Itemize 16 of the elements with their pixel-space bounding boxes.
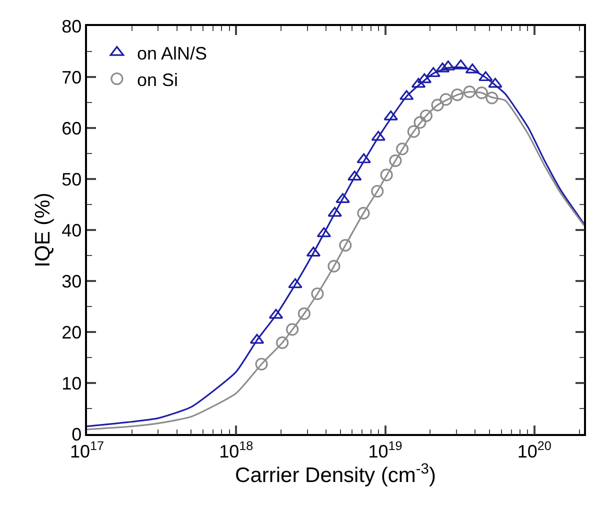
y-tick-label: 20	[62, 322, 82, 342]
y-tick-label: 50	[62, 169, 82, 190]
x-tick-label: 10$^{18}$	[219, 438, 254, 462]
y-axis-title: IQE (%)	[31, 192, 54, 268]
y-tick-label: 0	[72, 424, 82, 444]
legend-label: on Si	[136, 70, 178, 90]
y-tick-label: 40	[62, 220, 82, 240]
y-tick-label: 70	[62, 67, 82, 88]
legend-label: on AlN/S	[136, 43, 207, 64]
y-tick-label: 60	[62, 118, 82, 138]
y-tick-label: 80	[62, 16, 82, 36]
y-tick-label: 10	[62, 373, 82, 394]
x-axis-title: Carrier Density (cm$^{-3}$)	[235, 461, 436, 488]
y-tick-label: 30	[62, 271, 82, 292]
x-tick-label: 10$^{20}$	[517, 438, 552, 462]
x-tick-label: 10$^{19}$	[368, 438, 402, 462]
